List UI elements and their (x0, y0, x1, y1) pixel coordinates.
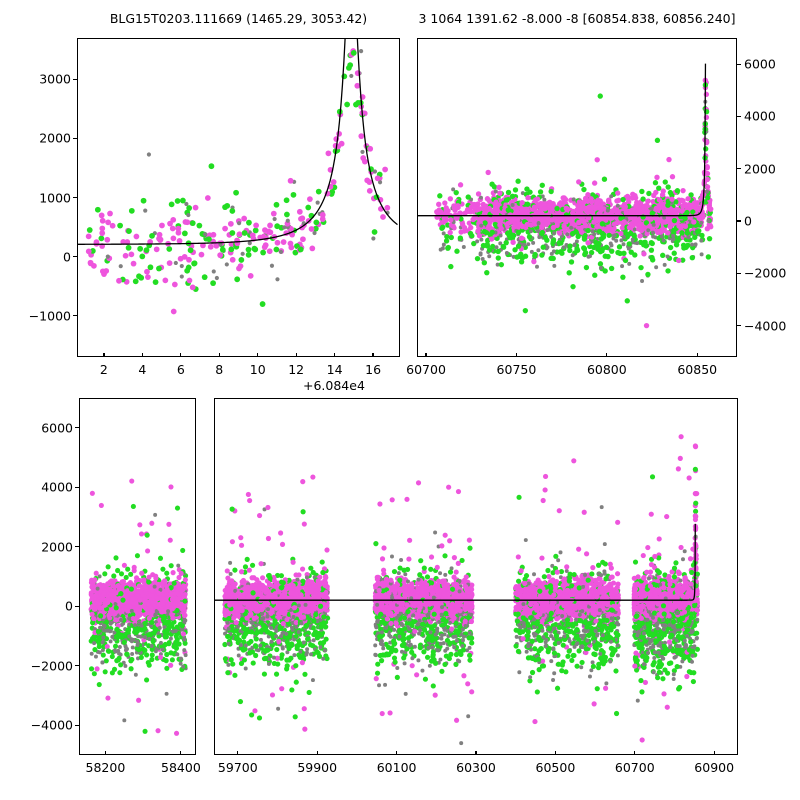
bottom-x-tick-mark (396, 751, 398, 755)
bottom-x-tick-label: 60500 (535, 760, 576, 775)
top-left-y-tick-label: 0 (63, 249, 71, 265)
bottom-x-tick-mark (180, 751, 182, 755)
top-left-x-tick-label: 12 (288, 362, 305, 377)
bottom-y-tick-mark (75, 724, 79, 726)
bottom-segment-1-scatter (88, 478, 189, 736)
bottom-axes-segment-2[interactable] (214, 398, 738, 755)
bottom-x-tick-mark (475, 751, 477, 755)
top-left-y-tick-mark (73, 255, 77, 258)
top-left-y-tick-label: 2000 (39, 130, 71, 146)
bottom-x-tick-mark (316, 751, 318, 755)
top-right-panel-title: 3 1064 1391.62 -8.000 -8 [60854.838, 608… (418, 11, 736, 26)
bottom-y-tick-label: 6000 (41, 420, 73, 436)
top-right-y-tick-mark (737, 325, 741, 327)
top-right-x-tick-mark (515, 353, 518, 357)
top-left-x-tick-mark (180, 353, 182, 357)
top-left-x-tick-label: 2 (99, 362, 108, 377)
top-right-x-tick-mark (606, 353, 608, 357)
top-right-scatter (418, 63, 714, 329)
bottom-x-tick-mark (713, 751, 715, 755)
bottom-x-tick-label: 58200 (85, 760, 126, 775)
top-right-y-tick-label: 6000 (744, 56, 776, 72)
top-right-x-tick-label: 60800 (586, 362, 627, 377)
bottom-y-tick-label: 0 (65, 598, 73, 614)
top-left-x-tick-label: 16 (365, 362, 382, 377)
top-left-x-tick-label: 8 (215, 362, 224, 377)
top-left-y-tick-label: −1000 (28, 308, 71, 324)
bottom-y-tick-mark (75, 665, 79, 667)
top-left-x-tick-mark (103, 353, 105, 357)
top-right-y-tick-label: −2000 (744, 265, 787, 281)
top-left-x-tick-mark (372, 353, 374, 357)
bottom-x-tick-mark (634, 751, 636, 755)
bottom-y-tick-mark (75, 427, 79, 429)
top-left-x-tick-label: 14 (326, 362, 343, 377)
bottom-axes-segment-1[interactable] (79, 398, 196, 755)
top-left-x-tick-mark (257, 353, 259, 357)
top-left-y-tick-mark (73, 78, 77, 80)
top-left-y-tick-mark (73, 196, 77, 199)
top-left-x-tick-mark (141, 353, 143, 357)
top-right-y-tick-mark (737, 63, 741, 65)
bottom-y-tick-label: 2000 (41, 539, 73, 555)
top-right-x-tick-label: 60850 (677, 362, 718, 377)
top-left-x-tick-label: 4 (138, 362, 147, 377)
top-right-y-tick-mark (737, 115, 741, 118)
bottom-y-tick-label: −2000 (30, 658, 73, 674)
bottom-x-tick-label: 59900 (297, 760, 338, 775)
bottom-x-tick-label: 60300 (456, 760, 496, 775)
top-left-x-tick-label: 10 (249, 362, 266, 377)
top-right-y-tick-mark (737, 220, 741, 222)
bottom-x-tick-label: 58400 (161, 760, 201, 775)
top-right-x-tick-mark (425, 353, 427, 357)
top-left-x-tick-mark (334, 353, 336, 357)
bottom-x-tick-label: 59700 (217, 760, 258, 775)
top-right-x-tick-mark (696, 353, 698, 357)
top-right-x-tick-label: 60750 (496, 362, 537, 377)
top-right-axes[interactable] (417, 38, 737, 357)
top-right-y-tick-label: 2000 (744, 161, 776, 177)
bottom-y-tick-mark (75, 546, 79, 548)
bottom-x-tick-label: 60700 (614, 760, 655, 775)
top-right-x-tick-label: 60700 (406, 362, 446, 377)
top-right-y-tick-mark (737, 272, 741, 274)
top-right-y-tick-label: −4000 (744, 318, 787, 334)
bottom-x-tick-mark (237, 751, 239, 755)
bottom-y-tick-label: 4000 (41, 479, 73, 495)
top-left-x-tick-mark (218, 353, 220, 357)
top-left-axes[interactable] (77, 38, 400, 357)
top-right-y-tick-label: 0 (744, 213, 752, 229)
top-left-panel-title: BLG15T0203.111669 (1465.29, 3053.42) (109, 11, 368, 26)
top-left-y-tick-label: 1000 (39, 190, 71, 205)
bottom-x-tick-label: 60900 (694, 760, 735, 775)
bottom-y-tick-mark (75, 605, 79, 607)
bottom-segment-2-scatter (215, 434, 701, 746)
top-left-x-tick-mark (295, 353, 297, 357)
bottom-y-tick-mark (75, 486, 79, 488)
top-left-y-tick-mark (73, 315, 77, 317)
bottom-x-tick-mark (104, 751, 106, 755)
top-left-x-tick-label: 6 (176, 362, 185, 377)
bottom-y-tick-label: −4000 (30, 717, 73, 733)
bottom-x-tick-mark (554, 751, 556, 755)
top-right-y-tick-label: 4000 (744, 108, 776, 124)
top-left-x-offset-text: +6.084e4 (303, 378, 365, 393)
bottom-x-tick-label: 60100 (376, 760, 417, 775)
top-right-y-tick-mark (737, 168, 741, 170)
top-left-scatter (78, 39, 398, 315)
top-left-y-tick-label: 3000 (39, 71, 71, 87)
top-left-y-tick-mark (73, 137, 77, 139)
